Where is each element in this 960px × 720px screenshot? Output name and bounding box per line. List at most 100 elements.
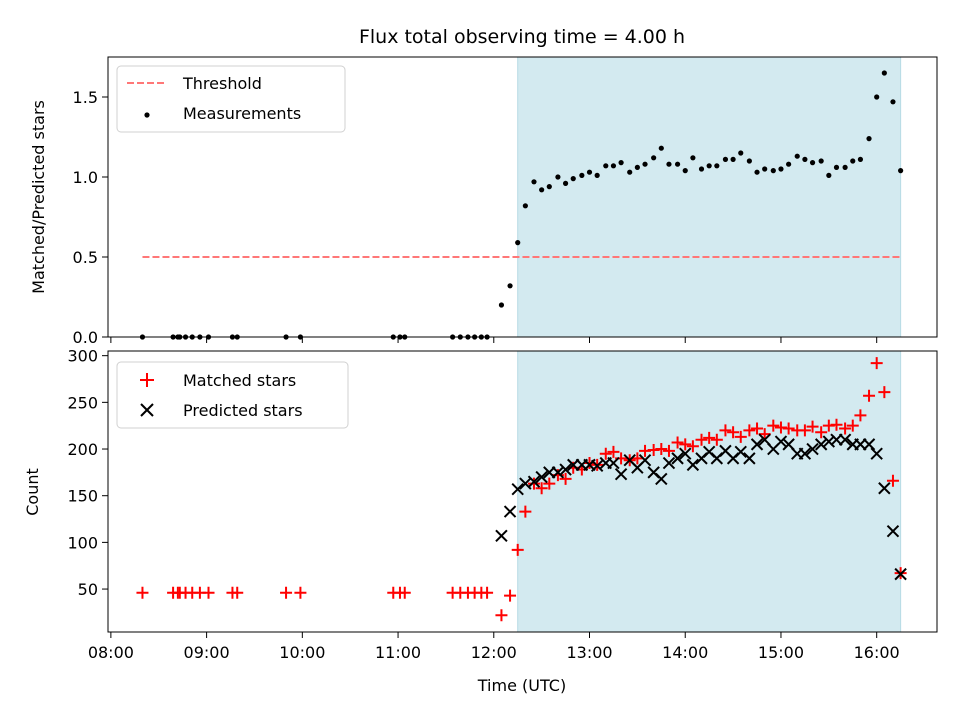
matched-star-point <box>671 436 684 449</box>
x-tick-label: 13:00 <box>566 643 612 662</box>
matched-star-point <box>655 443 668 456</box>
bottom-y-tick-label: 300 <box>67 347 98 366</box>
x-tick-label: 16:00 <box>854 643 900 662</box>
bottom-legend-box <box>116 361 349 429</box>
measurement-point <box>874 94 880 100</box>
matched-star-point <box>599 447 612 460</box>
top-y-tick-label: 1.5 <box>73 88 98 107</box>
matched-star-point <box>854 409 867 422</box>
top-observing-window <box>517 56 902 338</box>
predicted-star-point <box>590 459 604 473</box>
measurement-point <box>722 156 729 162</box>
matched-star-point <box>559 472 572 485</box>
matched-star-point <box>504 589 517 602</box>
matched-star-point <box>631 452 644 465</box>
measurement-point <box>642 161 648 167</box>
matched-star-point <box>294 586 307 599</box>
top-legend-box <box>116 65 346 133</box>
measurement-point <box>850 158 856 164</box>
matched-star-point <box>607 445 620 458</box>
predicted-star-point <box>798 447 812 460</box>
matched-star-point <box>703 431 716 444</box>
measurement-point <box>730 156 736 162</box>
predicted-star-point <box>814 438 828 451</box>
matched-star-point <box>798 424 811 437</box>
matched-star-point <box>870 357 883 370</box>
measurement-point <box>531 179 537 185</box>
bottom-y-tick-label: 250 <box>67 393 98 412</box>
bottom-x-ticks: 08:00 09:00 10:00 11:00 12:00 13:00 14:00 15:00… <box>88 632 900 662</box>
matched-star-point <box>710 433 723 446</box>
measurement-point <box>594 172 600 178</box>
legend-measurements-label: Measurements <box>183 104 301 123</box>
measurement-point <box>651 155 657 161</box>
bottom-y-ticks: 50 100 150 200 250 300 <box>67 347 108 599</box>
measurement-point <box>555 174 561 180</box>
measurement-point <box>746 158 752 164</box>
legend-matched-swatch <box>140 373 154 387</box>
top-y-axis-label: Matched/Predicted stars <box>29 100 48 294</box>
measurement-point <box>754 169 760 175</box>
measurement-point <box>634 164 640 170</box>
bottom-y-tick-label: 50 <box>78 580 98 599</box>
x-tick-label: 14:00 <box>662 643 708 662</box>
top-y-tick-label: 0.0 <box>73 328 98 347</box>
measurement-point <box>794 153 800 159</box>
legend-threshold-label: Threshold <box>182 74 262 93</box>
measurement-point <box>842 164 848 170</box>
bottom-observing-window <box>517 350 902 633</box>
legend-measurements-swatch <box>144 112 150 118</box>
measurement-point <box>881 70 887 76</box>
measurement-point <box>507 283 513 289</box>
measurement-point <box>890 99 896 105</box>
predicted-star-point <box>686 458 700 472</box>
matched-star-point <box>535 482 548 495</box>
matched-star-point <box>839 422 852 435</box>
matched-star-point <box>863 389 876 402</box>
measurement-point <box>866 136 872 142</box>
measurement-point <box>802 156 808 162</box>
measurement-point <box>714 163 720 169</box>
bottom-y-tick-label: 100 <box>67 533 98 552</box>
predicted-star-point <box>862 438 876 451</box>
measurement-point <box>738 150 744 156</box>
matched-star-point <box>136 586 149 599</box>
matched-star-point <box>231 586 244 599</box>
matched-star-point <box>481 586 494 599</box>
x-tick-label: 15:00 <box>758 643 804 662</box>
measurement-point <box>666 161 672 167</box>
matched-star-point <box>679 438 692 451</box>
predicted-star-point <box>503 505 517 518</box>
bottom-y-tick-label: 150 <box>67 487 98 506</box>
top-legend: Threshold Measurements <box>116 65 346 133</box>
predicted-star-point <box>495 529 508 543</box>
top-y-ticks: 0.0 0.5 1.0 1.5 <box>73 88 108 347</box>
bottom-y-tick-label: 200 <box>67 440 98 459</box>
predicted-star-point <box>607 456 620 470</box>
predicted-star-point <box>671 452 684 465</box>
matched-star-point <box>202 586 215 599</box>
predicted-star-point <box>511 482 524 496</box>
matched-star-point <box>719 424 732 437</box>
bottom-panel: 50 100 150 200 250 300 08:00 09:00 10:00 11:00 12… <box>23 347 938 695</box>
matched-star-point <box>751 422 764 435</box>
predicted-star-point <box>806 442 819 456</box>
measurements-series <box>139 70 904 340</box>
measurement-point <box>546 184 552 190</box>
matched-star-point <box>398 586 411 599</box>
top-y-tick-label: 0.5 <box>73 248 98 267</box>
measurement-point <box>770 168 776 174</box>
matched-star-point <box>511 543 524 556</box>
predicted-star-point <box>551 466 565 479</box>
predicted-star-point <box>878 482 891 495</box>
matched-star-point <box>886 474 899 487</box>
measurement-point <box>562 180 569 186</box>
measurement-point <box>579 172 585 178</box>
measurement-point <box>898 168 904 174</box>
predicted-star-point <box>535 470 548 484</box>
matched-star-point <box>495 609 508 622</box>
measurement-point <box>618 160 624 166</box>
top-panel: 0.0 0.5 1.0 1.5 Matched/Predicted stars Thr… <box>29 56 938 347</box>
measurement-point <box>586 169 593 175</box>
